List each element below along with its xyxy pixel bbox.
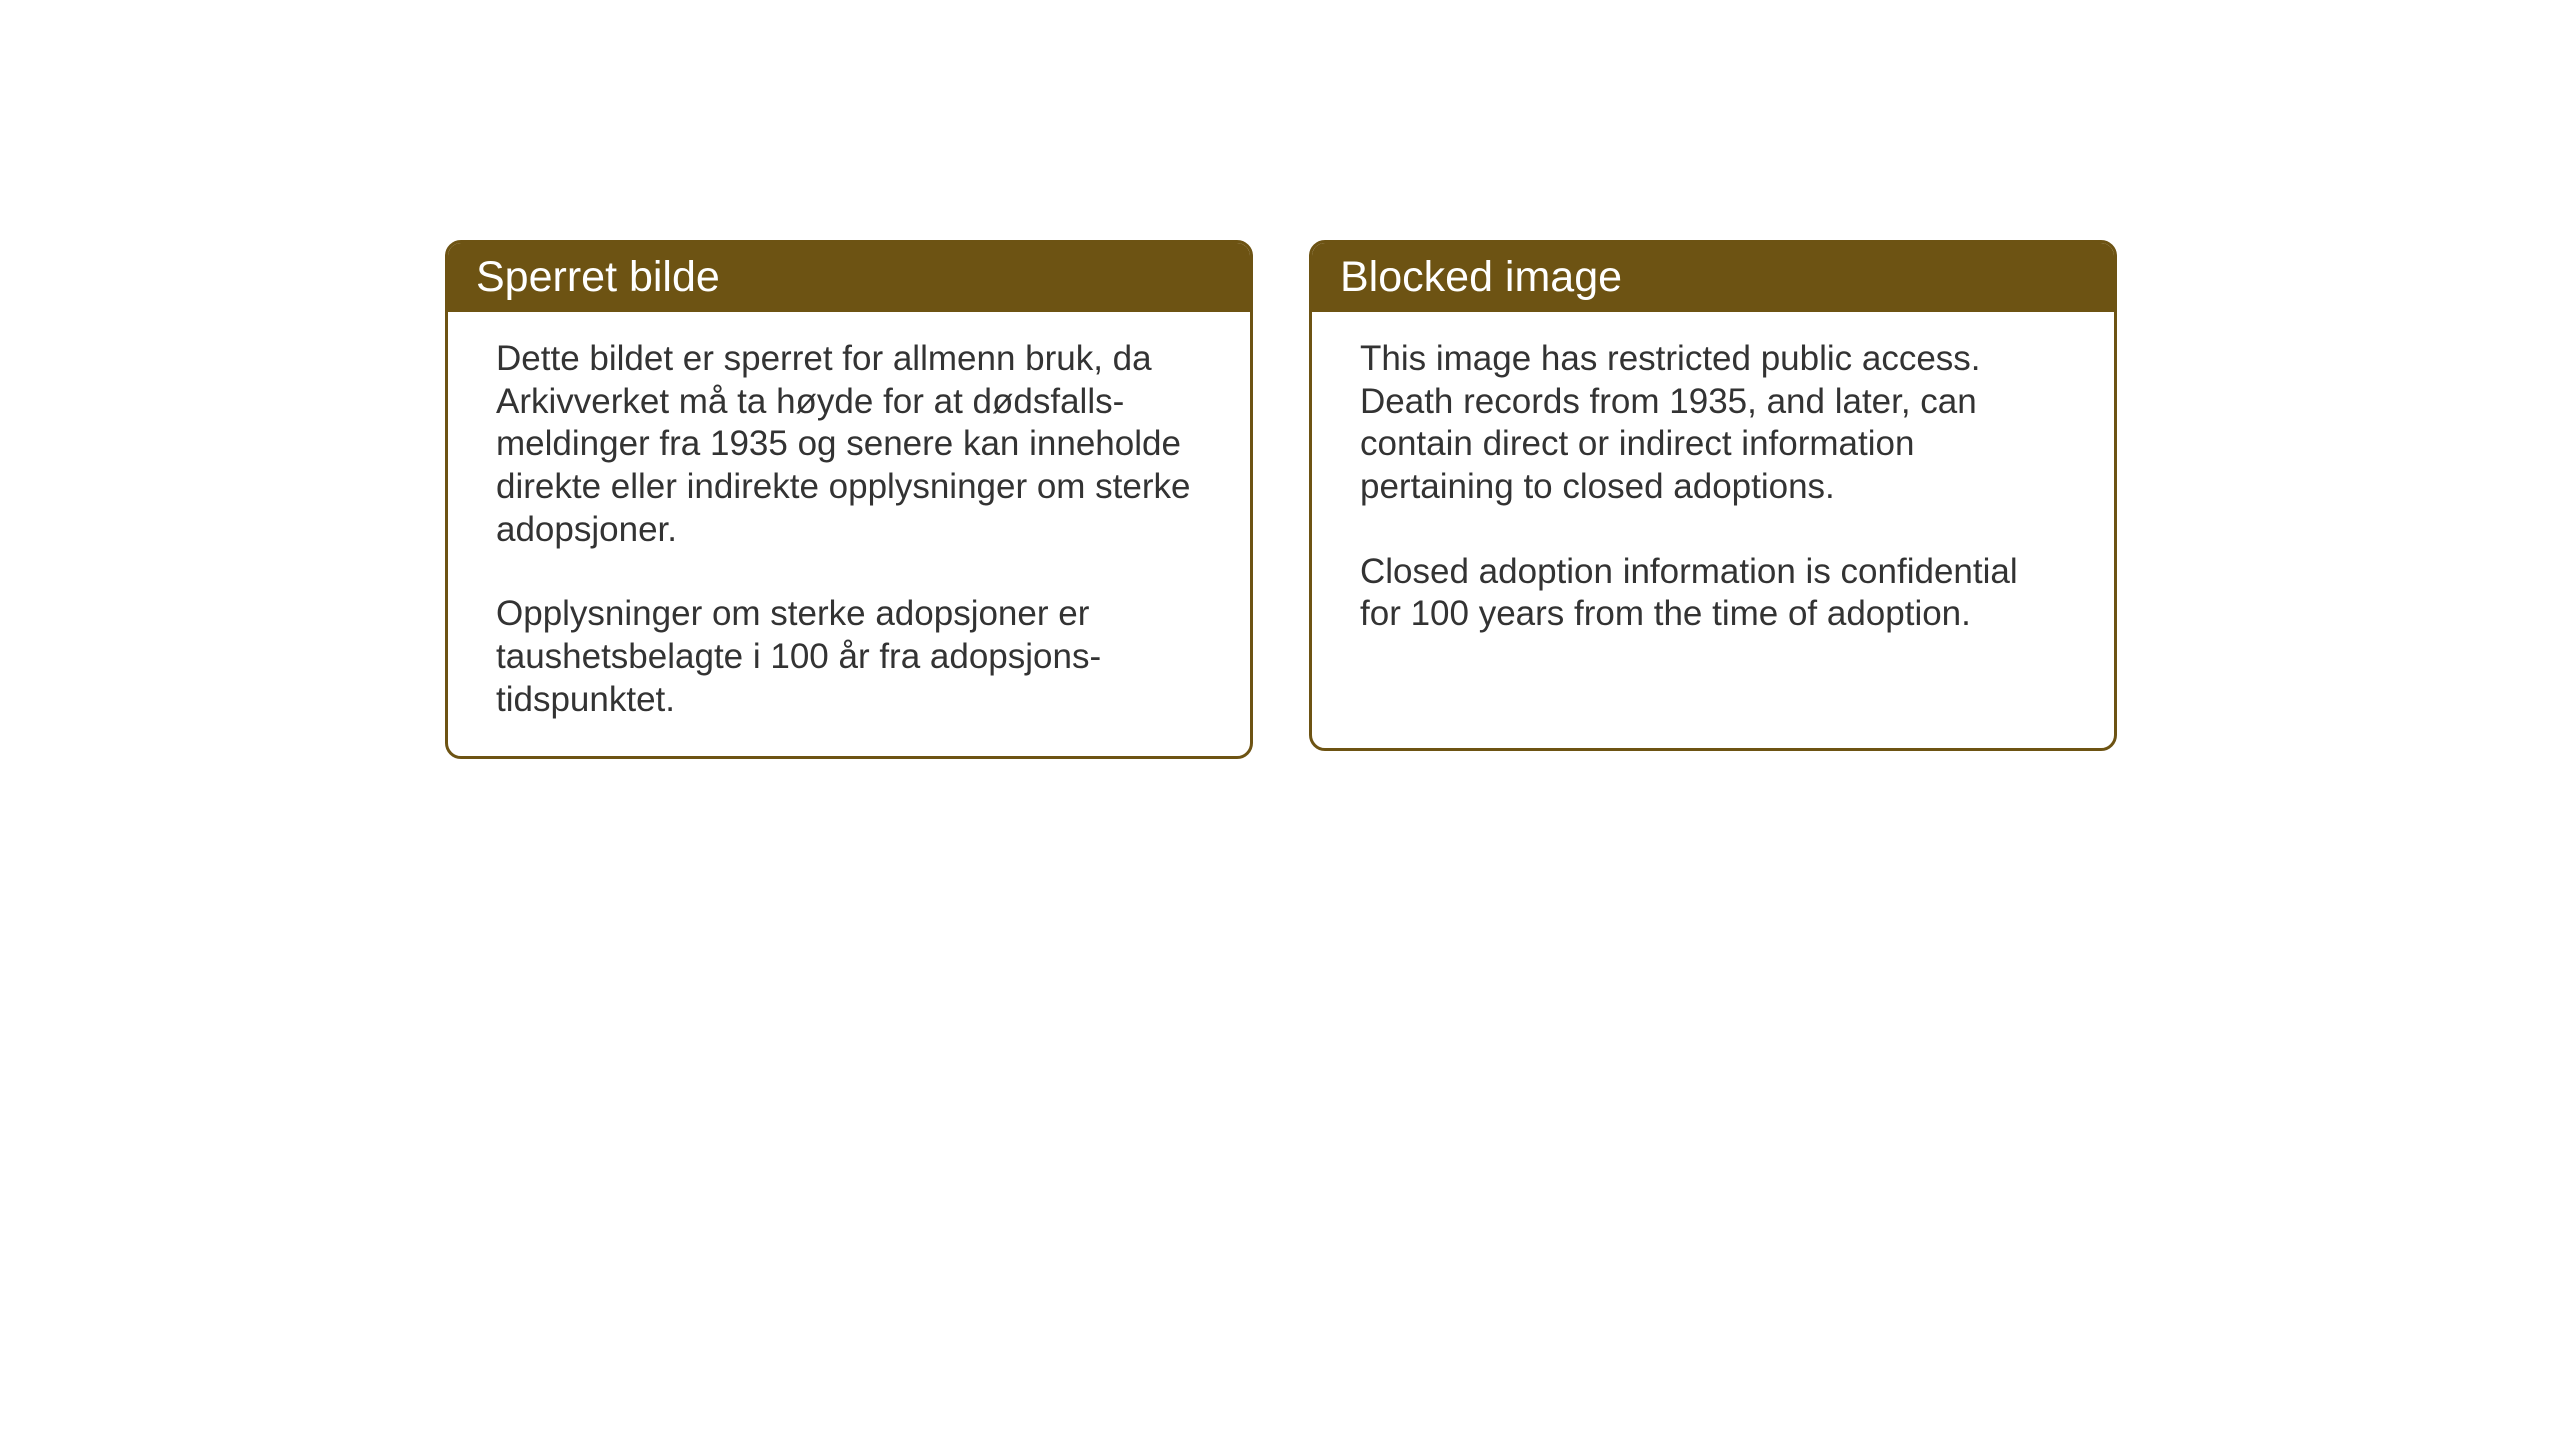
card-body-norwegian: Dette bildet er sperret for allmenn bruk… [448,312,1250,756]
card-paragraph-1-english: This image has restricted public access.… [1360,338,2066,509]
notice-card-norwegian: Sperret bilde Dette bildet er sperret fo… [445,240,1253,759]
card-header-english: Blocked image [1312,243,2114,312]
card-paragraph-2-english: Closed adoption information is confident… [1360,551,2066,636]
card-paragraph-1-norwegian: Dette bildet er sperret for allmenn bruk… [496,338,1202,551]
card-header-norwegian: Sperret bilde [448,243,1250,312]
card-paragraph-2-norwegian: Opplysninger om sterke adopsjoner er tau… [496,593,1202,721]
notice-card-english: Blocked image This image has restricted … [1309,240,2117,751]
card-body-english: This image has restricted public access.… [1312,312,2114,670]
notice-cards-container: Sperret bilde Dette bildet er sperret fo… [445,240,2117,759]
card-title-english: Blocked image [1340,253,1622,301]
card-title-norwegian: Sperret bilde [476,253,720,301]
